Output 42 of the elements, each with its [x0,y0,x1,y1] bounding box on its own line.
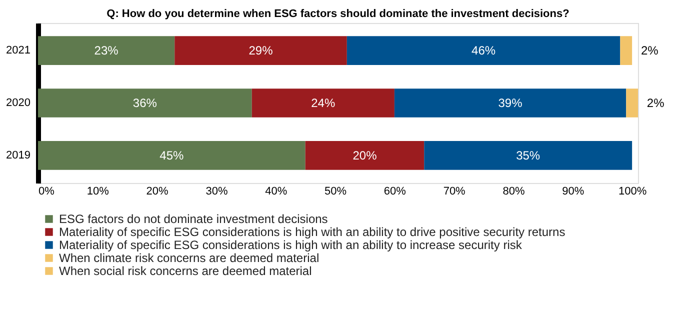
bar [305,141,424,170]
x-tick-label: 70% [443,186,466,198]
data-label: 23% [94,44,119,58]
x-tick-label: 40% [265,186,288,198]
data-label: 45% [160,148,184,162]
data-label: 29% [248,44,274,58]
x-tick-label: 10% [86,186,110,198]
chart-title: Q: How do you determine when ESG factors should dominate the investment decisions? [106,8,570,20]
legend-label: ESG factors do not dominate investment decisions [59,212,328,226]
bar [38,88,252,118]
legend-label: When social risk concerns are deemed material [59,264,312,278]
bar [252,88,394,118]
data-label: 2% [646,96,665,110]
bar [394,88,626,118]
data-label: 20% [352,148,378,162]
bar [174,36,347,65]
y-tick-label: 2021 [6,44,30,57]
y-tick-label: 2019 [6,149,30,162]
data-label: 2% [640,44,659,58]
legend-label: Materiality of specific ESG considerations is high with an ability to drive positive security returns [59,225,566,239]
x-tick-label: 100% [618,186,647,198]
x-tick-label: 80% [502,186,525,198]
bar [620,36,632,65]
x-tick-label: 90% [562,186,584,198]
bar [424,141,632,170]
data-label: 24% [311,96,336,110]
x-tick-label: 20% [146,186,169,198]
data-label: 46% [472,44,496,58]
x-tick-label: 50% [324,186,347,198]
bar [38,141,306,170]
x-tick-label: 60% [384,186,406,198]
x-tick-label: 0% [38,186,55,198]
x-tick-label: 30% [206,186,228,198]
legend-label: Materiality of specific ESG considerations is high with an ability to increase security risk [59,238,523,252]
bar [626,88,638,118]
legend-label: When climate risk concerns are deemed material [59,251,320,265]
y-tick-label: 2020 [6,97,30,109]
data-label: 36% [132,96,158,110]
bar [38,36,175,65]
data-label: 39% [498,96,523,110]
data-label: 35% [516,148,540,162]
bar [346,36,620,65]
